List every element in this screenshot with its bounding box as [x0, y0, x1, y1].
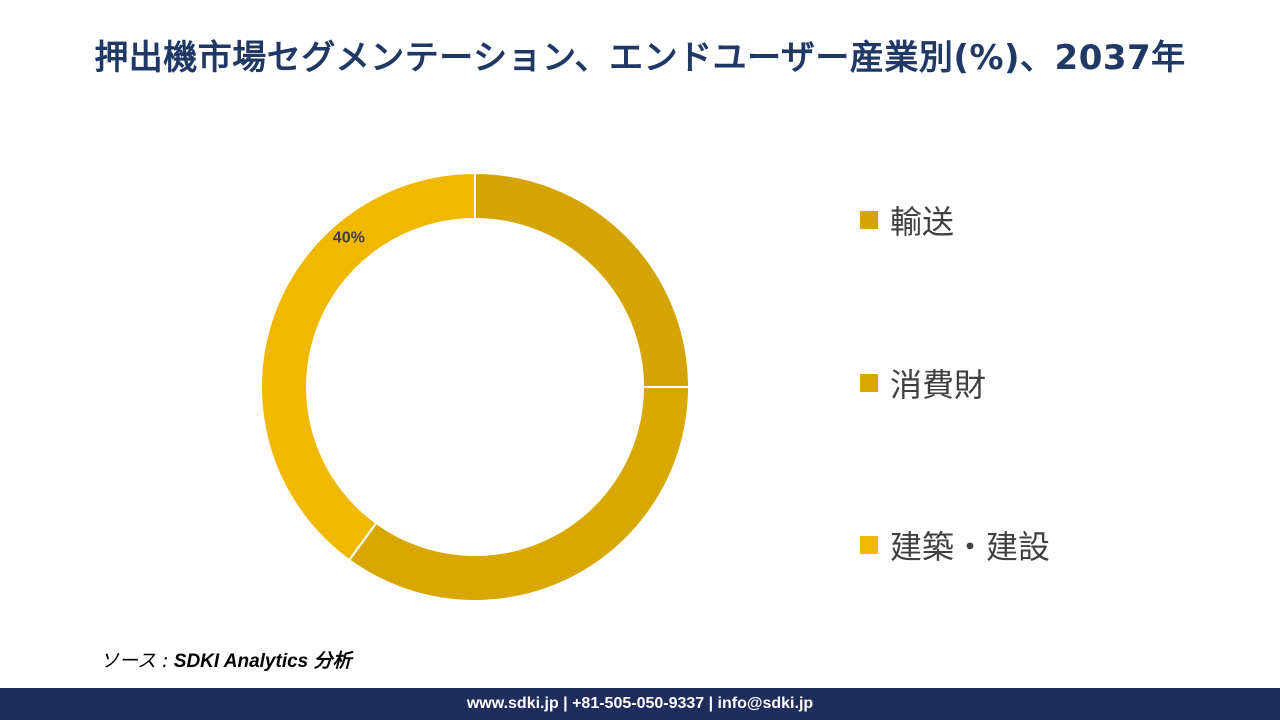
- legend-item-consumer-goods: 消費財: [860, 353, 986, 413]
- legend-label-transport: 輸送: [890, 203, 955, 241]
- legend-label-consumer-goods: 消費財: [890, 366, 987, 404]
- legend-label-construction: 建築・建設: [890, 528, 1051, 566]
- source-text: SDKI Analytics 分析: [168, 651, 352, 672]
- legend-item-transport: 輸送: [860, 190, 954, 250]
- donut-data-labels: 40%: [333, 230, 365, 247]
- legend-swatch-construction: [860, 536, 878, 554]
- legend-swatch-transport: [860, 211, 878, 229]
- chart-title: 押出機市場セグメンテーション、エンドユーザー産業別(%)、2037年: [94, 38, 1186, 78]
- legend-item-construction: 建築・建設: [860, 515, 1050, 575]
- footer-contact: www.sdki.jp | +81-505-050-9337 | info@sd…: [466, 695, 814, 712]
- source-note: ソース : SDKI Analytics 分析: [100, 646, 352, 673]
- data-label-construction: 40%: [333, 230, 365, 247]
- source-prefix: ソース :: [100, 650, 169, 672]
- chart-legend: 輸送 消費財 建築・建設: [860, 190, 1260, 590]
- donut-slices: [260, 171, 691, 602]
- donut-slice-transport: [474, 171, 691, 388]
- legend-swatch-consumer-goods: [860, 374, 878, 392]
- donut-slice-construction: [260, 171, 476, 562]
- footer-bar: www.sdki.jp | +81-505-050-9337 | info@sd…: [0, 688, 1280, 720]
- donut-slice-consumer-goods: [347, 386, 691, 602]
